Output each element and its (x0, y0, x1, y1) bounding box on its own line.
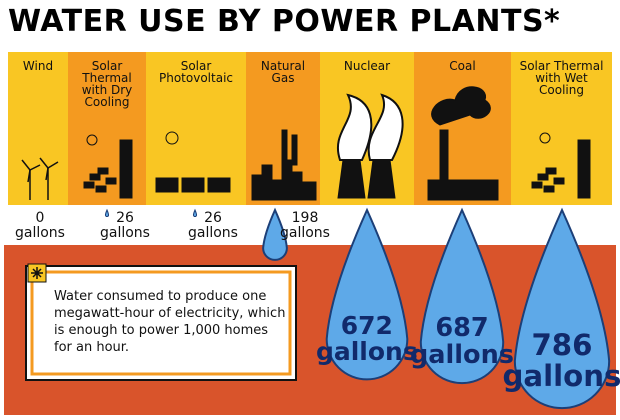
drop (513, 207, 611, 410)
category-label: Wind (22, 59, 54, 73)
value-label: 198 gallons (280, 210, 330, 241)
icons (21, 86, 591, 201)
drop (325, 207, 409, 381)
drops (39, 207, 611, 410)
drop (104, 208, 110, 217)
value-label: 0 gallons (15, 210, 65, 241)
drop (419, 207, 505, 385)
note-box (25, 265, 297, 381)
drop (262, 207, 288, 261)
value-label: 786 gallons (502, 328, 620, 394)
value-label: 672 gallons (316, 310, 418, 366)
value-label: 26 gallons (100, 210, 150, 241)
chart-title: WATER USE BY POWER PLANTS* (8, 4, 561, 39)
category-label: Coal (449, 59, 476, 73)
note: Water consumed to produce one megawatt-h… (54, 289, 286, 355)
category-label: Solar Thermal with Dry Cooling (81, 59, 133, 109)
category-label: Solar Thermal with Wet Cooling (519, 59, 604, 97)
category-label: Solar Photovoltaic (159, 59, 233, 85)
category-label: Nuclear (343, 59, 391, 73)
value-label: 687 gallons (410, 312, 514, 370)
drop (192, 208, 198, 217)
asterisk-icon (27, 263, 47, 283)
category-label: Natural Gas (260, 59, 306, 85)
column (8, 52, 68, 205)
value-label: 26 gallons (188, 210, 238, 241)
note-border (30, 270, 292, 376)
